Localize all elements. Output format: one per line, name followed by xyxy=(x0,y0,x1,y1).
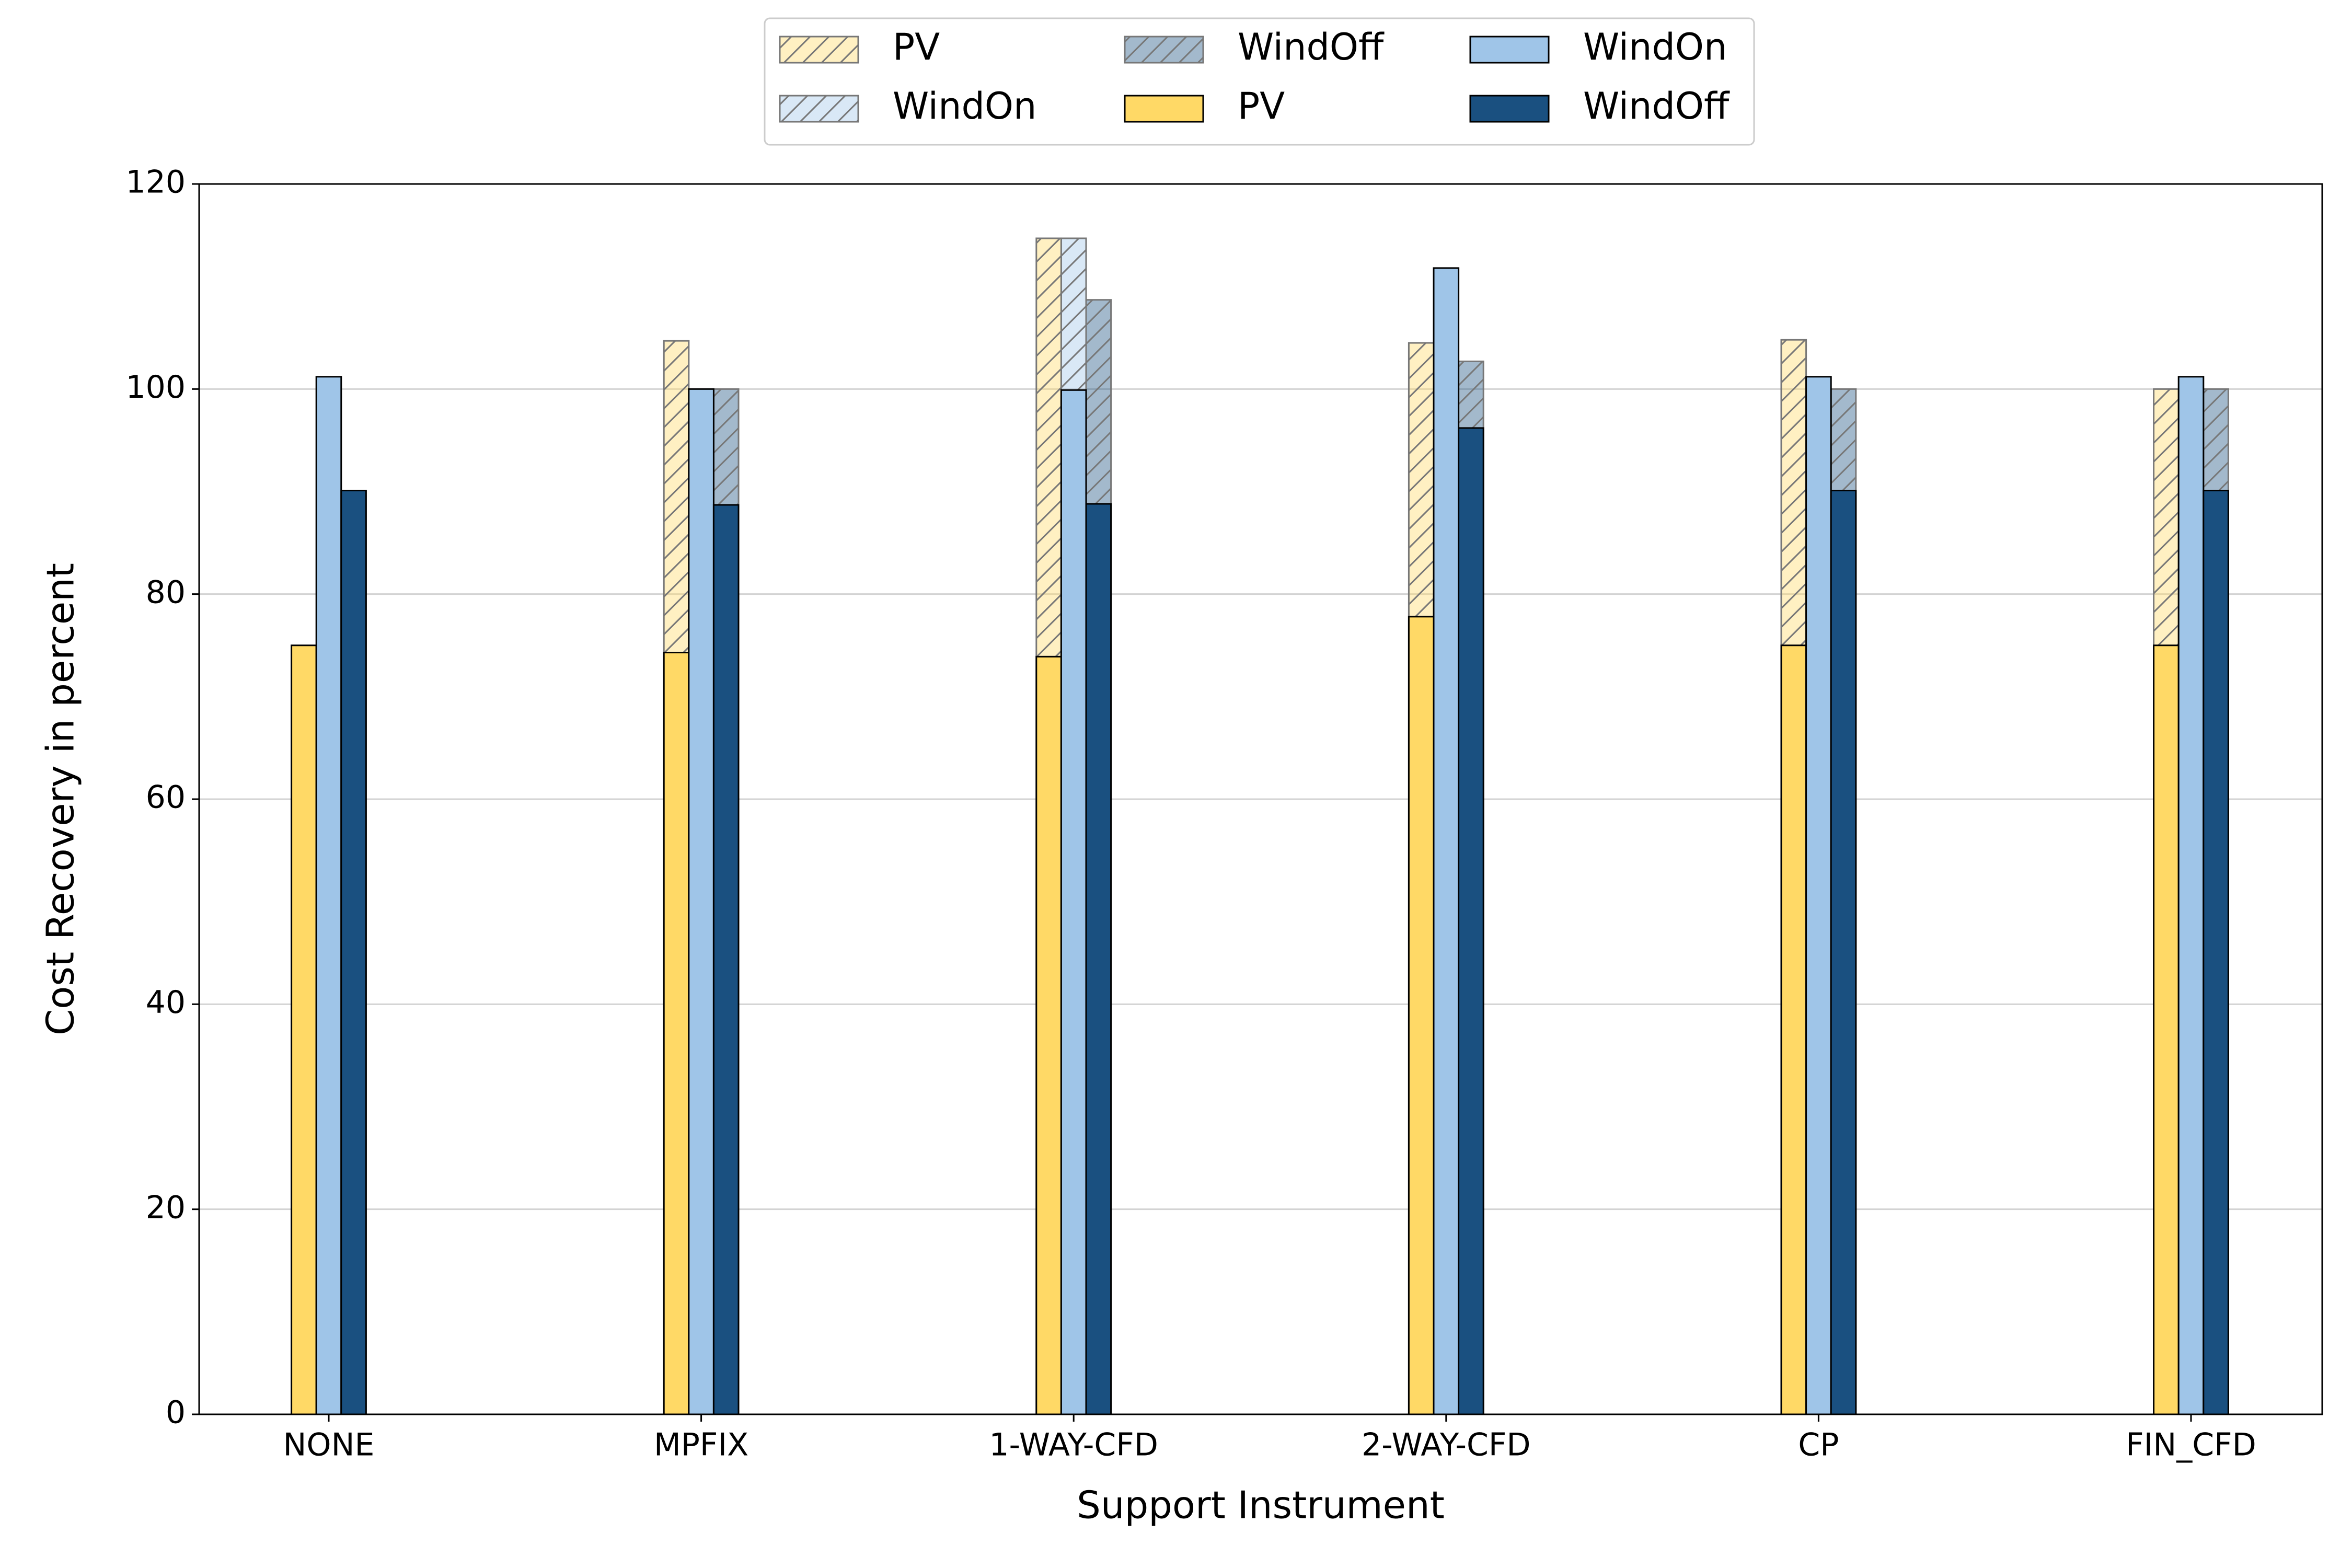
y-tick-label: 20 xyxy=(146,1189,186,1226)
y-tick-label: 80 xyxy=(146,574,186,610)
x-tick-label: NONE xyxy=(283,1427,375,1463)
legend-swatch xyxy=(1469,95,1550,123)
plot-frame xyxy=(198,183,2323,1415)
x-axis-label: Support Instrument xyxy=(1077,1483,1445,1527)
bar xyxy=(663,651,690,1415)
legend-swatch xyxy=(1124,95,1204,123)
bar xyxy=(340,490,367,1415)
x-tick-label: MPFIX xyxy=(654,1427,748,1463)
legend-label: PV xyxy=(1238,85,1285,128)
legend-swatch xyxy=(1124,36,1204,64)
bar xyxy=(1433,267,1460,1415)
bar xyxy=(1780,644,1807,1415)
legend-label: WindOn xyxy=(893,85,1036,128)
bar xyxy=(1830,490,1857,1415)
legend-swatch xyxy=(1469,36,1550,64)
legend-label: PV xyxy=(893,26,940,68)
bar xyxy=(2203,490,2229,1415)
bar xyxy=(1458,427,1484,1415)
legend-swatch xyxy=(779,36,859,64)
bar xyxy=(1085,503,1112,1415)
x-tick-label: FIN_CFD xyxy=(2126,1427,2256,1463)
legend-label: WindOff xyxy=(1238,26,1385,68)
bar xyxy=(1035,655,1062,1415)
bar xyxy=(2153,644,2180,1415)
legend-swatch xyxy=(779,95,859,123)
x-tick-label: CP xyxy=(1798,1427,1839,1463)
x-tick-label: 2-WAY-CFD xyxy=(1362,1427,1531,1463)
y-axis-label: Cost Recovery in percent xyxy=(39,563,83,1035)
bar xyxy=(688,388,714,1415)
bar xyxy=(2177,376,2205,1415)
bar xyxy=(1408,616,1435,1415)
y-tick-label: 120 xyxy=(125,164,186,201)
bar xyxy=(1805,376,1832,1415)
y-tick-label: 60 xyxy=(146,779,186,816)
bar xyxy=(712,504,740,1415)
legend-label: WindOn xyxy=(1583,26,1727,68)
y-tick-label: 0 xyxy=(166,1394,186,1431)
bar xyxy=(1060,389,1087,1415)
legend-label: WindOff xyxy=(1583,85,1730,128)
x-tick-label: 1-WAY-CFD xyxy=(989,1427,1158,1463)
bar xyxy=(315,376,342,1415)
y-tick-label: 40 xyxy=(146,984,186,1021)
bar xyxy=(291,644,317,1415)
y-tick-label: 100 xyxy=(125,369,186,406)
